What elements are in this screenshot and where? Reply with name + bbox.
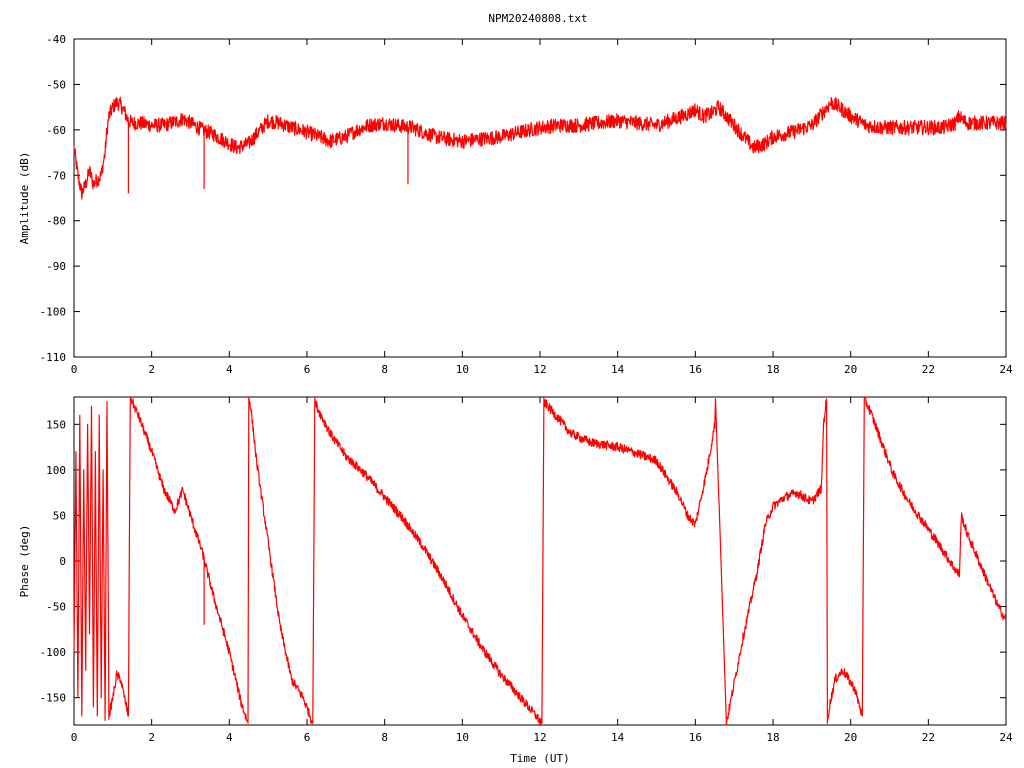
amplitude-xtick-label: 8 xyxy=(381,363,388,376)
amplitude-trace xyxy=(73,96,1007,200)
amplitude-series-line xyxy=(73,96,1007,200)
amplitude-y-ticks: -40 -50 -60 -70 -80 -90 -100 -110 xyxy=(40,33,1006,364)
amplitude-ytick-label: -50 xyxy=(46,78,66,91)
phase-xtick-label: 6 xyxy=(304,731,311,744)
phase-xtick-label: 20 xyxy=(844,731,857,744)
amplitude-plot-frame xyxy=(73,38,1007,358)
amplitude-xtick-label: 16 xyxy=(689,363,702,376)
amplitude-ytick-label: -100 xyxy=(40,306,67,319)
phase-ytick-label: 0 xyxy=(59,555,66,568)
phase-xtick-label: 16 xyxy=(689,731,702,744)
phase-ytick-label: 50 xyxy=(53,509,66,522)
phase-xtick-label: 0 xyxy=(71,731,78,744)
amplitude-xtick-label: 2 xyxy=(148,363,155,376)
amplitude-ytick-label: -90 xyxy=(46,260,66,273)
phase-xtick-label: 18 xyxy=(766,731,779,744)
phase-xtick-label: 24 xyxy=(999,731,1013,744)
phase-series-line xyxy=(73,396,1007,726)
phase-xtick-label: 2 xyxy=(148,731,155,744)
phase-x-ticks: 0 2 4 6 8 10 12 14 16 18 20 22 24 xyxy=(71,397,1013,744)
amplitude-xtick-label: 18 xyxy=(766,363,779,376)
amplitude-xtick-label: 22 xyxy=(922,363,935,376)
amplitude-ytick-label: -80 xyxy=(46,215,66,228)
phase-trace xyxy=(73,396,1007,726)
amplitude-x-ticks: 0 2 4 6 8 10 12 14 16 18 20 22 24 xyxy=(71,39,1013,376)
amplitude-xtick-label: 10 xyxy=(456,363,469,376)
phase-plot-frame xyxy=(73,396,1007,726)
amplitude-xtick-label: 0 xyxy=(71,363,78,376)
phase-ylabel: Phase (deg) xyxy=(18,525,31,598)
phase-xtick-label: 22 xyxy=(922,731,935,744)
phase-xtick-label: 8 xyxy=(381,731,388,744)
phase-xtick-label: 4 xyxy=(226,731,233,744)
phase-ytick-label: 100 xyxy=(46,464,66,477)
phase-xtick-label: 14 xyxy=(611,731,625,744)
time-xlabel: Time (UT) xyxy=(510,752,570,765)
amplitude-xtick-label: 12 xyxy=(533,363,546,376)
amplitude-ytick-label: -60 xyxy=(46,124,66,137)
amplitude-ytick-label: -70 xyxy=(46,169,66,182)
amplitude-xtick-label: 4 xyxy=(226,363,233,376)
phase-ytick-label: -100 xyxy=(40,646,67,659)
phase-xtick-label: 10 xyxy=(456,731,469,744)
amplitude-xtick-label: 24 xyxy=(999,363,1013,376)
amplitude-xtick-label: 6 xyxy=(304,363,311,376)
amplitude-ytick-label: -40 xyxy=(46,33,66,46)
phase-y-ticks: 150 100 50 0 -50 -100 -150 xyxy=(40,418,1006,705)
amplitude-ytick-label: -110 xyxy=(40,351,67,364)
phase-ytick-label: -50 xyxy=(46,601,66,614)
phase-ytick-label: -150 xyxy=(40,692,67,705)
amplitude-ylabel: Amplitude (dB) xyxy=(18,152,31,245)
amplitude-xtick-label: 14 xyxy=(611,363,625,376)
amplitude-xtick-label: 20 xyxy=(844,363,857,376)
phase-ytick-label: 150 xyxy=(46,418,66,431)
phase-xtick-label: 12 xyxy=(533,731,546,744)
amplitude-panel: -40-50-60-70-80-90-100-110 0 2 4 6 8 10 12 14 16… xyxy=(18,33,1013,376)
chart-title: NPM20240808.txt xyxy=(488,12,587,25)
